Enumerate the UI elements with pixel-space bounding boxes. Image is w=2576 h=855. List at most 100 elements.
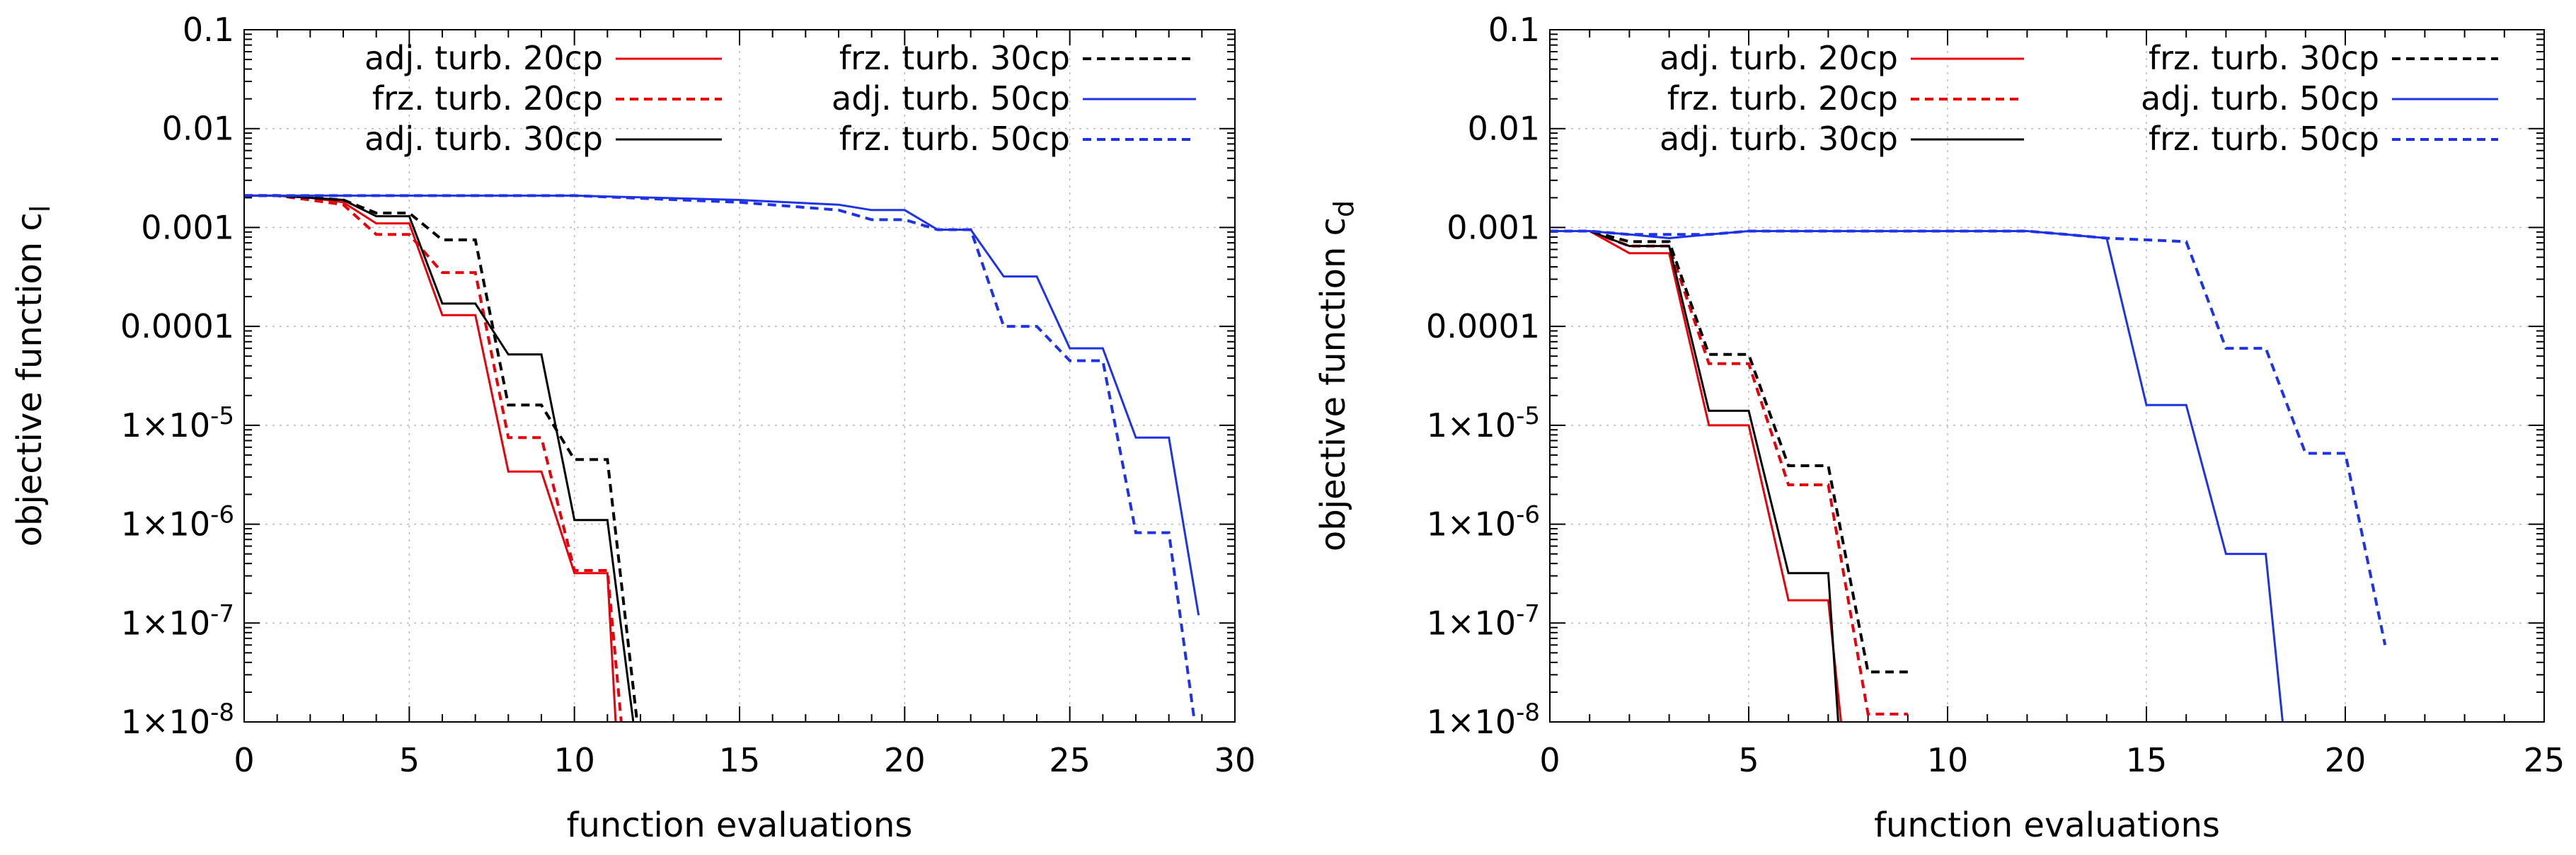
x-tick-label: 0 bbox=[1539, 741, 1560, 779]
x-tick-label: 15 bbox=[2126, 741, 2168, 779]
series-line bbox=[1550, 229, 2387, 645]
legend-entry: frz. turb. 30cp bbox=[2149, 39, 2498, 77]
legend-entry: frz. turb. 20cp bbox=[372, 79, 722, 117]
y-tick-label: 1×10-6 bbox=[121, 501, 234, 544]
x-tick-label: 5 bbox=[1738, 741, 1759, 779]
plot-frame bbox=[1549, 29, 2545, 723]
y-tick-base: 1×10 bbox=[1427, 703, 1516, 741]
y-tick-base: 0.1 bbox=[1488, 11, 1540, 49]
legend-entry: frz. turb. 20cp bbox=[1667, 79, 2024, 117]
legend-label: adj. turb. 30cp bbox=[364, 120, 603, 158]
x-tick-label: 0 bbox=[234, 741, 254, 779]
x-tick-label: 5 bbox=[399, 741, 420, 779]
x-tick-label: 30 bbox=[1214, 741, 1256, 779]
legend-label: frz. turb. 50cp bbox=[839, 120, 1070, 158]
legend-label: adj. turb. 50cp bbox=[2141, 79, 2379, 117]
chart-cl: 0.10.010.0010.00011×10-51×10-61×10-71×10… bbox=[10, 11, 1255, 845]
legend-label: adj. turb. 50cp bbox=[832, 79, 1070, 117]
legend-label: adj. turb. 20cp bbox=[1660, 39, 1898, 77]
y-tick-base: 1×10 bbox=[1427, 604, 1516, 642]
x-axis-label: function evaluations bbox=[1874, 805, 2220, 845]
y-tick-label: 0.1 bbox=[183, 11, 234, 49]
legend-label: frz. turb. 50cp bbox=[2149, 120, 2379, 158]
series-line bbox=[244, 194, 1200, 616]
legend-label: adj. turb. 30cp bbox=[1660, 120, 1898, 158]
legend-label: frz. turb. 20cp bbox=[1667, 79, 1898, 117]
series-line bbox=[1550, 229, 1908, 674]
legend-entry: frz. turb. 50cp bbox=[839, 120, 1196, 158]
y-tick-label: 0.1 bbox=[1488, 11, 1540, 49]
y-tick-exponent: -5 bbox=[210, 402, 234, 430]
y-tick-label: 0.0001 bbox=[1426, 307, 1540, 345]
legend-label: frz. turb. 30cp bbox=[2149, 39, 2379, 77]
y-tick-base: 0.01 bbox=[1468, 110, 1540, 148]
legend-entry: adj. turb. 50cp bbox=[832, 79, 1196, 117]
legend-entry: adj. turb. 30cp bbox=[364, 120, 722, 158]
y-tick-base: 1×10 bbox=[121, 604, 210, 642]
x-tick-label: 25 bbox=[1049, 741, 1091, 779]
series-line bbox=[1550, 229, 1908, 716]
legend-entry: frz. turb. 50cp bbox=[2149, 120, 2498, 158]
y-tick-exponent: -5 bbox=[1516, 402, 1540, 430]
y-axis-label-subscript: l bbox=[25, 205, 56, 213]
legend-entry: adj. turb. 30cp bbox=[1660, 120, 2024, 158]
y-tick-base: 1×10 bbox=[1427, 406, 1516, 444]
y-tick-label: 1×10-7 bbox=[1427, 599, 1540, 642]
y-tick-label: 1×10-8 bbox=[1427, 699, 1540, 741]
x-axis-label: function evaluations bbox=[567, 805, 913, 845]
y-tick-label: 0.001 bbox=[1447, 208, 1540, 246]
y-tick-base: 0.001 bbox=[141, 208, 234, 246]
y-tick-exponent: -8 bbox=[210, 699, 234, 727]
y-tick-exponent: -6 bbox=[210, 501, 234, 529]
y-tick-label: 0.01 bbox=[162, 110, 234, 148]
y-tick-exponent: -6 bbox=[1516, 501, 1540, 529]
series-line bbox=[1550, 230, 1839, 722]
series-line bbox=[244, 194, 617, 722]
x-tick-label: 15 bbox=[719, 741, 761, 779]
legend-label: adj. turb. 20cp bbox=[364, 39, 603, 77]
x-tick-label: 20 bbox=[2325, 741, 2367, 779]
y-tick-base: 1×10 bbox=[121, 505, 210, 544]
legend-entry: adj. turb. 20cp bbox=[364, 39, 722, 77]
legend-entry: adj. turb. 20cp bbox=[1660, 39, 2024, 77]
series-line bbox=[1550, 230, 2284, 722]
y-tick-base: 1×10 bbox=[121, 406, 210, 444]
y-tick-base: 0.1 bbox=[183, 11, 234, 49]
y-axis-label-subscript: d bbox=[1328, 200, 1359, 217]
y-tick-base: 0.0001 bbox=[120, 307, 234, 345]
x-tick-label: 10 bbox=[553, 741, 595, 779]
x-tick-label: 10 bbox=[1927, 741, 1969, 779]
y-tick-label: 1×10-8 bbox=[121, 699, 234, 741]
x-tick-label: 25 bbox=[2524, 741, 2565, 779]
legend-label: frz. turb. 20cp bbox=[372, 79, 603, 117]
series-line bbox=[244, 194, 623, 722]
y-tick-exponent: -7 bbox=[210, 599, 234, 628]
y-tick-base: 0.01 bbox=[162, 110, 234, 148]
y-tick-exponent: -8 bbox=[1516, 699, 1540, 727]
y-tick-label: 1×10-6 bbox=[1427, 501, 1540, 544]
y-tick-base: 1×10 bbox=[121, 703, 210, 741]
chart-cd: 0.10.010.0010.00011×10-51×10-61×10-71×10… bbox=[1313, 11, 2565, 845]
legend-entry: adj. turb. 50cp bbox=[2141, 79, 2498, 117]
series-line bbox=[244, 194, 635, 722]
y-axis-label: objective function cl bbox=[10, 205, 56, 547]
y-tick-label: 1×10-5 bbox=[121, 402, 234, 444]
legend-entry: frz. turb. 30cp bbox=[839, 39, 1196, 77]
y-tick-label: 1×10-7 bbox=[121, 599, 234, 642]
series-line bbox=[244, 194, 639, 722]
series-line bbox=[244, 194, 1197, 722]
y-tick-exponent: -7 bbox=[1516, 599, 1540, 628]
x-tick-label: 20 bbox=[884, 741, 926, 779]
y-tick-base: 1×10 bbox=[1427, 505, 1516, 544]
y-tick-label: 0.01 bbox=[1468, 110, 1540, 148]
y-tick-base: 0.001 bbox=[1447, 208, 1540, 246]
y-tick-label: 1×10-5 bbox=[1427, 402, 1540, 444]
y-tick-label: 0.0001 bbox=[120, 307, 234, 345]
y-tick-label: 0.001 bbox=[141, 208, 234, 246]
legend-label: frz. turb. 30cp bbox=[839, 39, 1070, 77]
series-line bbox=[1550, 230, 1842, 722]
y-axis-label: objective function cd bbox=[1313, 200, 1359, 551]
plot-frame bbox=[243, 29, 1236, 723]
y-tick-base: 0.0001 bbox=[1426, 307, 1540, 345]
